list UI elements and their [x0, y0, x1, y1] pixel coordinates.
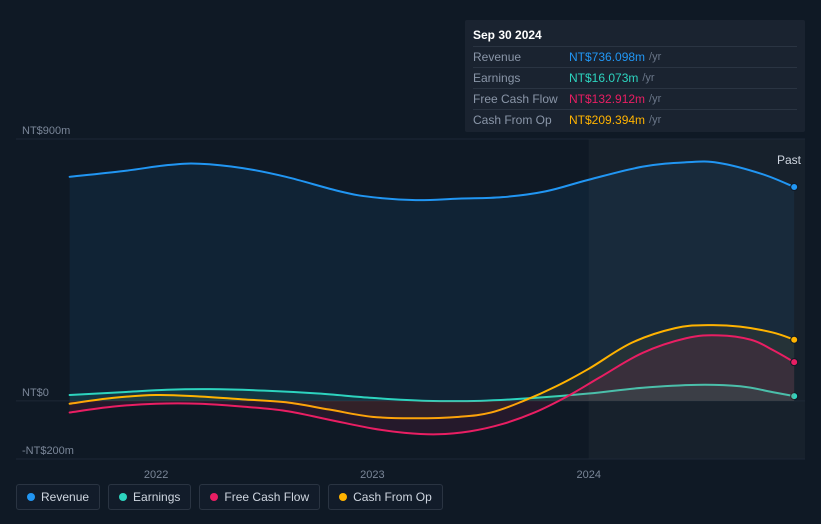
legend-dot-icon [27, 493, 35, 501]
tooltip-metric-value: NT$16.073m [569, 71, 638, 85]
tooltip-metric-label: Revenue [473, 50, 569, 64]
tooltip-metric-unit: /yr [649, 114, 661, 126]
tooltip-row: EarningsNT$16.073m/yr [473, 67, 797, 88]
chart-tooltip: Sep 30 2024 RevenueNT$736.098m/yrEarning… [465, 20, 805, 132]
legend-item-label: Free Cash Flow [224, 490, 309, 504]
legend-item[interactable]: Earnings [108, 484, 191, 510]
legend-item[interactable]: Cash From Op [328, 484, 443, 510]
y-axis-label: -NT$200m [22, 445, 74, 457]
chart-legend: Revenue Earnings Free Cash Flow Cash From O… [16, 484, 443, 510]
legend-item-label: Revenue [41, 490, 89, 504]
tooltip-metric-label: Earnings [473, 71, 569, 85]
legend-item[interactable]: Free Cash Flow [199, 484, 320, 510]
tooltip-metric-unit: /yr [649, 93, 661, 105]
series-end-marker [791, 184, 798, 191]
financials-area-chart: NT$900m NT$0 -NT$200m 2022 2023 2024 Past [16, 125, 805, 510]
tooltip-row: Free Cash FlowNT$132.912m/yr [473, 88, 797, 109]
tooltip-metric-label: Free Cash Flow [473, 92, 569, 106]
y-axis-label: NT$900m [22, 125, 70, 137]
chart-period-label: Past [777, 153, 801, 167]
tooltip-metric-value: NT$132.912m [569, 92, 645, 106]
tooltip-row: Cash From OpNT$209.394m/yr [473, 109, 797, 130]
x-axis-label: 2022 [144, 469, 168, 481]
legend-dot-icon [119, 493, 127, 501]
legend-item[interactable]: Revenue [16, 484, 100, 510]
tooltip-row: RevenueNT$736.098m/yr [473, 46, 797, 67]
legend-item-label: Cash From Op [353, 490, 432, 504]
x-axis-label: 2024 [576, 469, 600, 481]
x-axis-label: 2023 [360, 469, 384, 481]
tooltip-metric-value: NT$736.098m [569, 50, 645, 64]
y-axis-label: NT$0 [22, 387, 49, 399]
series-end-marker [791, 336, 798, 343]
tooltip-metric-label: Cash From Op [473, 113, 569, 127]
tooltip-metric-value: NT$209.394m [569, 113, 645, 127]
legend-dot-icon [210, 493, 218, 501]
legend-item-label: Earnings [133, 490, 180, 504]
series-end-marker [791, 359, 798, 366]
tooltip-metric-unit: /yr [649, 51, 661, 63]
legend-dot-icon [339, 493, 347, 501]
tooltip-metric-unit: /yr [642, 72, 654, 84]
tooltip-date: Sep 30 2024 [473, 26, 797, 46]
